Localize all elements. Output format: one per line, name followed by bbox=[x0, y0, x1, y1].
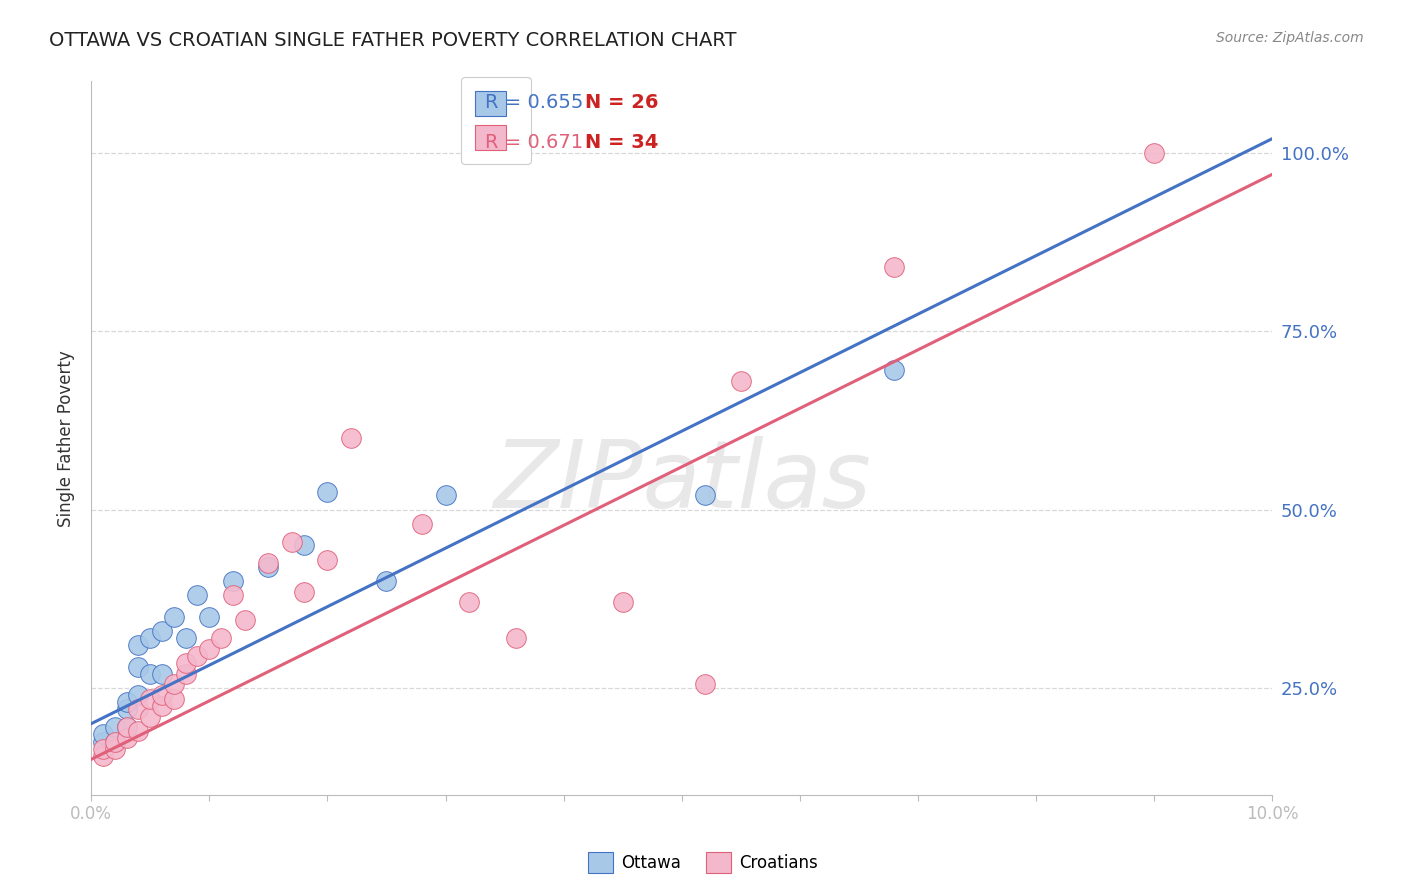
Point bbox=[292, 584, 315, 599]
Text: R = 0.655: R = 0.655 bbox=[485, 93, 583, 112]
Point bbox=[695, 677, 717, 691]
Legend: Ottawa, Croatians: Ottawa, Croatians bbox=[581, 846, 825, 880]
Point bbox=[127, 638, 149, 652]
Point bbox=[316, 484, 339, 499]
Point bbox=[104, 720, 127, 734]
Text: Source: ZipAtlas.com: Source: ZipAtlas.com bbox=[1216, 31, 1364, 45]
Point bbox=[209, 631, 232, 645]
Point bbox=[115, 731, 138, 745]
Point bbox=[127, 702, 149, 716]
Point bbox=[186, 588, 208, 602]
Point bbox=[163, 609, 186, 624]
Text: R = 0.671: R = 0.671 bbox=[485, 133, 583, 152]
Point bbox=[115, 702, 138, 716]
Point bbox=[695, 488, 717, 502]
Point bbox=[174, 631, 197, 645]
Text: OTTAWA VS CROATIAN SINGLE FATHER POVERTY CORRELATION CHART: OTTAWA VS CROATIAN SINGLE FATHER POVERTY… bbox=[49, 31, 737, 50]
Point bbox=[730, 374, 752, 388]
Point bbox=[316, 552, 339, 566]
Point bbox=[127, 688, 149, 702]
Point bbox=[411, 516, 433, 531]
Point bbox=[163, 691, 186, 706]
Point bbox=[505, 631, 527, 645]
Point bbox=[612, 595, 634, 609]
Point bbox=[104, 734, 127, 748]
Text: N = 26: N = 26 bbox=[585, 93, 658, 112]
Point bbox=[150, 688, 173, 702]
Point bbox=[458, 595, 481, 609]
Point bbox=[115, 695, 138, 709]
Point bbox=[340, 431, 363, 445]
Point bbox=[150, 666, 173, 681]
Point bbox=[163, 677, 186, 691]
Point bbox=[91, 727, 114, 741]
Point bbox=[292, 538, 315, 552]
Point bbox=[150, 624, 173, 638]
Point bbox=[139, 709, 162, 723]
Point bbox=[883, 363, 905, 377]
Point bbox=[257, 559, 280, 574]
Point bbox=[434, 488, 457, 502]
Text: ZIPatlas: ZIPatlas bbox=[494, 435, 870, 526]
Point bbox=[104, 734, 127, 748]
Point bbox=[281, 534, 304, 549]
Point bbox=[150, 698, 173, 713]
Point bbox=[174, 656, 197, 670]
Point bbox=[91, 741, 114, 756]
Point bbox=[375, 574, 398, 588]
Point bbox=[91, 748, 114, 763]
Point bbox=[233, 613, 256, 627]
Point bbox=[198, 609, 221, 624]
Point bbox=[222, 574, 245, 588]
Point bbox=[139, 666, 162, 681]
Point bbox=[257, 556, 280, 570]
Point bbox=[174, 666, 197, 681]
Y-axis label: Single Father Poverty: Single Father Poverty bbox=[58, 350, 75, 526]
Legend: , : , bbox=[461, 77, 531, 164]
Point bbox=[222, 588, 245, 602]
Point bbox=[186, 648, 208, 663]
Text: N = 34: N = 34 bbox=[585, 133, 658, 152]
Point bbox=[198, 641, 221, 656]
Point bbox=[127, 723, 149, 738]
Point bbox=[127, 659, 149, 673]
Point bbox=[91, 734, 114, 748]
Point bbox=[139, 691, 162, 706]
Point bbox=[115, 720, 138, 734]
Point bbox=[139, 631, 162, 645]
Point bbox=[883, 260, 905, 274]
Point bbox=[1143, 145, 1166, 160]
Point bbox=[104, 741, 127, 756]
Point bbox=[115, 720, 138, 734]
